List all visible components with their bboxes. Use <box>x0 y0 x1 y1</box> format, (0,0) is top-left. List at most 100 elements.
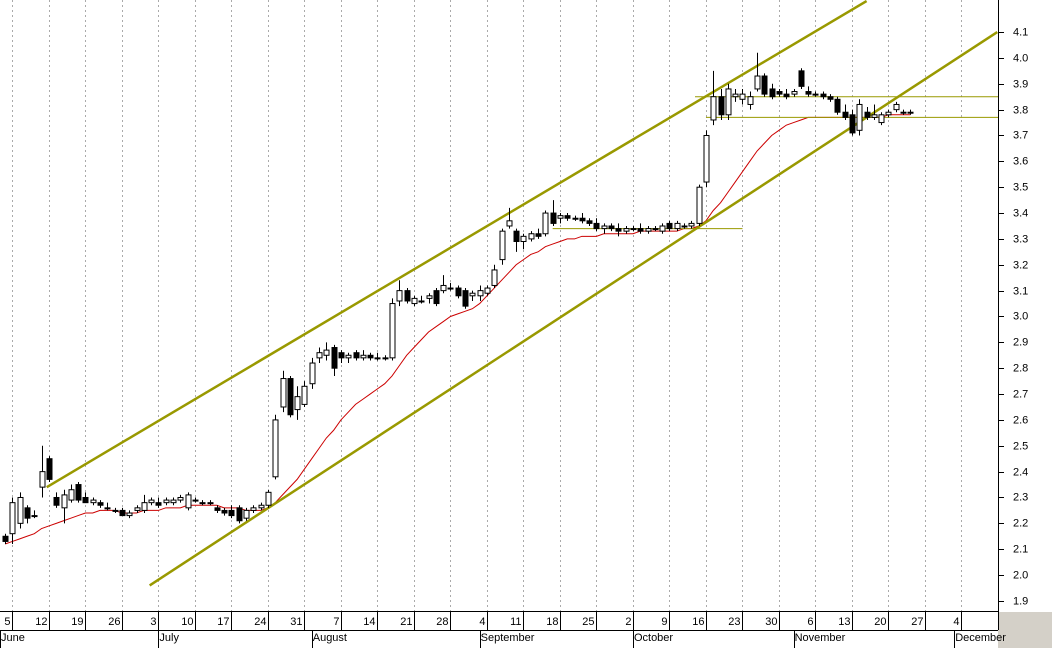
x-tick-label: 27 <box>911 616 923 628</box>
x-tick-label: 6 <box>807 616 813 628</box>
candle-body <box>46 458 53 480</box>
candle-body <box>243 509 250 519</box>
y-tick-label: 2.1 <box>1013 543 1028 555</box>
candle-body <box>418 300 425 303</box>
y-tick-label: 3.7 <box>1013 129 1028 141</box>
candle-body <box>126 512 133 517</box>
candle-body <box>637 228 644 232</box>
x-tick-label: 30 <box>765 616 777 628</box>
y-tick-label: 2.5 <box>1013 440 1028 452</box>
candle-body <box>761 75 768 95</box>
candle-body <box>827 96 834 100</box>
candle-body <box>601 225 608 230</box>
candle-body <box>550 212 557 224</box>
x-tick-label: 9 <box>661 616 667 628</box>
month-label: July <box>159 632 179 644</box>
candle-body <box>681 225 688 228</box>
candle-body <box>411 297 418 305</box>
candle-body <box>754 75 761 90</box>
x-tick-label: 12 <box>35 616 47 628</box>
candle-body <box>798 70 805 87</box>
candle-body <box>557 215 564 219</box>
y-tick-label: 2.6 <box>1013 414 1028 426</box>
candle-body <box>462 290 469 307</box>
candle-body <box>572 217 579 220</box>
y-tick-label: 3.6 <box>1013 155 1028 167</box>
candle-body <box>725 88 732 116</box>
y-tick-label: 3.3 <box>1013 233 1028 245</box>
candle-body <box>97 502 104 506</box>
x-tick-label: 10 <box>181 616 193 628</box>
candle-body <box>61 494 68 509</box>
x-tick-label: 17 <box>217 616 229 628</box>
candle-body <box>367 354 374 359</box>
candle-body <box>608 225 615 230</box>
candle-body <box>331 347 338 369</box>
candle-body <box>776 91 783 95</box>
candle-body <box>513 230 520 243</box>
y-tick-label: 3.8 <box>1013 104 1028 116</box>
y-tick-label: 3.4 <box>1013 207 1028 219</box>
candle-body <box>732 93 739 98</box>
candle-body <box>535 233 542 237</box>
candle-body <box>856 103 863 131</box>
candle-body <box>484 287 491 294</box>
y-tick-label: 3.2 <box>1013 259 1028 271</box>
month-label: November <box>795 632 846 644</box>
trend-line <box>148 31 998 587</box>
candle-body <box>469 292 476 297</box>
candle-body <box>214 507 221 511</box>
candle-body <box>433 290 440 305</box>
candle-body <box>104 507 111 510</box>
candle-body <box>258 504 265 509</box>
candle-body <box>542 212 549 235</box>
candle-body <box>170 499 177 504</box>
candle-body <box>9 502 16 535</box>
x-tick-label: 16 <box>692 616 704 628</box>
candle-body <box>455 287 462 297</box>
candle-body <box>119 509 126 517</box>
x-tick-label: 28 <box>436 616 448 628</box>
candle-body <box>528 233 535 240</box>
x-tick-label: 5 <box>4 616 10 628</box>
month-label: September <box>481 632 535 644</box>
x-tick-label: 20 <box>874 616 886 628</box>
candle-body <box>163 499 170 504</box>
candle-body <box>718 96 725 116</box>
candle-body <box>353 352 360 359</box>
month-label: October <box>634 632 673 644</box>
x-tick-label: 13 <box>838 616 850 628</box>
candle-body <box>389 303 396 359</box>
candle-body <box>907 111 914 114</box>
x-tick-label: 26 <box>108 616 120 628</box>
candle-body <box>265 491 272 506</box>
candle-body <box>112 509 119 512</box>
candle-body <box>791 91 798 95</box>
x-tick-label: 23 <box>728 616 740 628</box>
candle-body <box>221 509 228 514</box>
candle-body <box>90 499 97 504</box>
candle-body <box>885 111 892 116</box>
candle-body <box>615 228 622 232</box>
candle-body <box>199 502 206 505</box>
x-tick-label: 7 <box>333 616 339 628</box>
candle-body <box>834 98 841 113</box>
x-tick-label: 3 <box>150 616 156 628</box>
candle-body <box>82 496 89 504</box>
candle-body <box>2 535 9 542</box>
y-tick-label: 4.0 <box>1013 52 1028 64</box>
x-tick-label: 19 <box>71 616 83 628</box>
candle-body <box>805 91 812 95</box>
candle-body <box>134 507 141 511</box>
axes: 5 12 19 26 3 10 17 24 31 7 14 21 28 4 11 18 25 2 9 16 23 30 6 1… <box>0 26 1028 648</box>
x-tick-label: 4 <box>953 616 959 628</box>
trend-line <box>46 0 868 489</box>
candle-body <box>652 228 659 231</box>
x-tick-label: 18 <box>546 616 558 628</box>
candle-body <box>75 484 82 501</box>
candle-body <box>141 502 148 511</box>
candle-body <box>659 225 666 232</box>
x-tick-label: 24 <box>254 616 266 628</box>
y-tick-label: 2.3 <box>1013 491 1028 503</box>
